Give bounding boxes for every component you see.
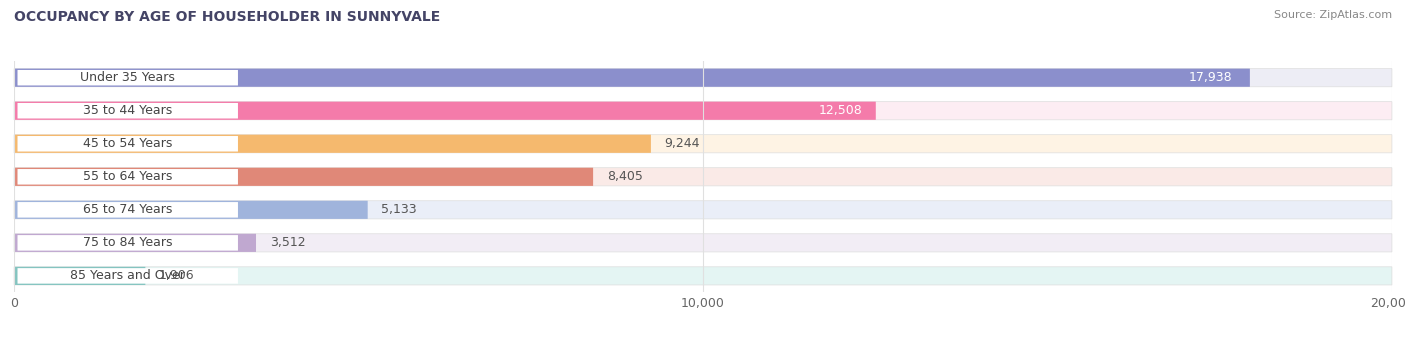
Text: OCCUPANCY BY AGE OF HOUSEHOLDER IN SUNNYVALE: OCCUPANCY BY AGE OF HOUSEHOLDER IN SUNNY… <box>14 10 440 24</box>
FancyBboxPatch shape <box>14 168 1392 186</box>
Text: 17,938: 17,938 <box>1189 71 1233 84</box>
FancyBboxPatch shape <box>14 267 1392 285</box>
Text: Under 35 Years: Under 35 Years <box>80 71 176 84</box>
FancyBboxPatch shape <box>14 201 1392 219</box>
Text: 12,508: 12,508 <box>818 104 862 117</box>
FancyBboxPatch shape <box>17 268 238 284</box>
Text: 55 to 64 Years: 55 to 64 Years <box>83 170 173 183</box>
FancyBboxPatch shape <box>17 136 238 152</box>
FancyBboxPatch shape <box>14 69 1392 87</box>
Text: 85 Years and Over: 85 Years and Over <box>70 269 186 283</box>
Text: 35 to 44 Years: 35 to 44 Years <box>83 104 173 117</box>
FancyBboxPatch shape <box>14 267 145 285</box>
FancyBboxPatch shape <box>14 135 1392 153</box>
FancyBboxPatch shape <box>14 234 1392 252</box>
Text: 65 to 74 Years: 65 to 74 Years <box>83 203 173 216</box>
Text: 3,512: 3,512 <box>270 236 305 249</box>
FancyBboxPatch shape <box>14 102 1392 120</box>
Text: 8,405: 8,405 <box>607 170 643 183</box>
FancyBboxPatch shape <box>17 169 238 185</box>
FancyBboxPatch shape <box>14 102 876 120</box>
FancyBboxPatch shape <box>14 201 368 219</box>
Text: 9,244: 9,244 <box>665 137 700 150</box>
FancyBboxPatch shape <box>17 235 238 251</box>
FancyBboxPatch shape <box>14 135 651 153</box>
FancyBboxPatch shape <box>14 69 1250 87</box>
Text: 5,133: 5,133 <box>381 203 418 216</box>
FancyBboxPatch shape <box>17 103 238 119</box>
Text: Source: ZipAtlas.com: Source: ZipAtlas.com <box>1274 10 1392 20</box>
Text: 45 to 54 Years: 45 to 54 Years <box>83 137 173 150</box>
Text: 75 to 84 Years: 75 to 84 Years <box>83 236 173 249</box>
FancyBboxPatch shape <box>17 70 238 85</box>
FancyBboxPatch shape <box>14 234 256 252</box>
Text: 1,906: 1,906 <box>159 269 195 283</box>
FancyBboxPatch shape <box>17 202 238 218</box>
FancyBboxPatch shape <box>14 168 593 186</box>
